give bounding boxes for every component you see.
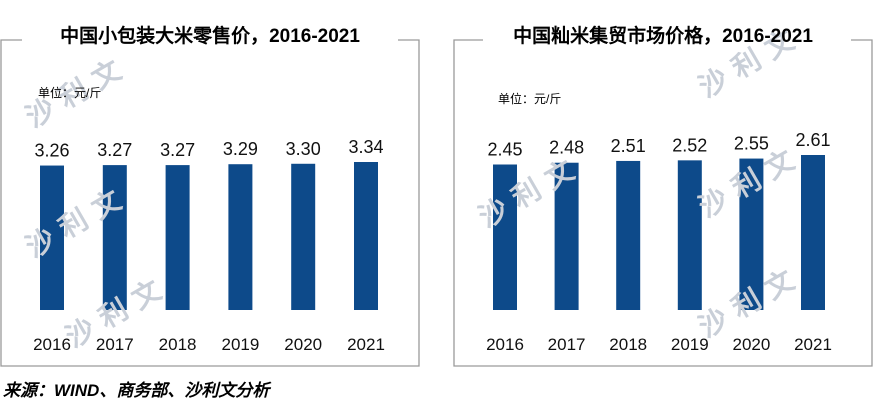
data-label-2017: 3.27 [97, 140, 132, 160]
x-tick-label-2018: 2018 [159, 335, 197, 354]
bar-2020 [739, 158, 764, 310]
x-tick-label-2020: 2020 [284, 335, 322, 354]
bar-2016 [493, 164, 517, 310]
unit-label: 单位：元/斤 [498, 92, 562, 106]
data-label-2017: 2.48 [549, 138, 584, 158]
x-tick-label-2021: 2021 [347, 335, 385, 354]
data-label-2018: 3.27 [160, 140, 195, 160]
x-tick-label-2017: 2017 [96, 335, 134, 354]
bar-2018 [165, 165, 190, 310]
chart-frame [453, 39, 873, 367]
data-label-2018: 2.51 [611, 136, 646, 156]
bar-chart-retail-price: 3.26 2016 3.27 2017 3.27 2018 3.29 2019 3.30 2020… [0, 39, 420, 367]
data-label-2016: 3.26 [34, 141, 69, 161]
data-label-2019: 2.52 [672, 135, 707, 155]
data-label-2020: 2.55 [734, 134, 769, 154]
bar-2016 [40, 165, 64, 310]
bar-2021 [354, 162, 378, 310]
bar-2017 [554, 162, 579, 310]
data-label-2021: 2.61 [795, 130, 830, 150]
data-label-2016: 2.45 [487, 140, 522, 160]
bar-2020 [291, 163, 316, 310]
bar-2019 [677, 160, 702, 310]
x-tick-label-2018: 2018 [609, 335, 647, 354]
data-label-2020: 3.30 [286, 139, 321, 159]
chart-panel-retail-price: 3.26 2016 3.27 2017 3.27 2018 3.29 2019 3.30 2020… [0, 0, 420, 375]
x-tick-label-2016: 2016 [486, 335, 524, 354]
x-tick-label-2016: 2016 [33, 335, 71, 354]
bar-2018 [616, 160, 641, 310]
chart-frame [0, 39, 420, 367]
bar-chart-market-price: 2.45 2016 2.48 2017 2.51 2018 2.52 2019 2.55 2020… [453, 39, 873, 367]
x-tick-label-2021: 2021 [794, 335, 832, 354]
x-tick-label-2020: 2020 [732, 335, 770, 354]
chart-title: 中国小包装大米零售价，2016-2021 [60, 26, 360, 47]
data-label-2021: 3.34 [348, 137, 383, 157]
bar-2017 [102, 165, 127, 310]
bar-2019 [228, 164, 253, 310]
x-tick-label-2019: 2019 [671, 335, 709, 354]
source-note: 来源：WIND、商务部、沙利文分析 [3, 381, 270, 400]
x-tick-label-2019: 2019 [221, 335, 259, 354]
data-label-2019: 3.29 [223, 139, 258, 159]
bar-2021 [801, 155, 825, 310]
chart-panel-market-price: 2.45 2016 2.48 2017 2.51 2018 2.52 2019 2.55 2020… [453, 0, 873, 375]
x-tick-label-2017: 2017 [548, 335, 586, 354]
unit-label: 单位：元/斤 [38, 86, 102, 100]
chart-title: 中国籼米集贸市场价格，2016-2021 [513, 26, 813, 47]
